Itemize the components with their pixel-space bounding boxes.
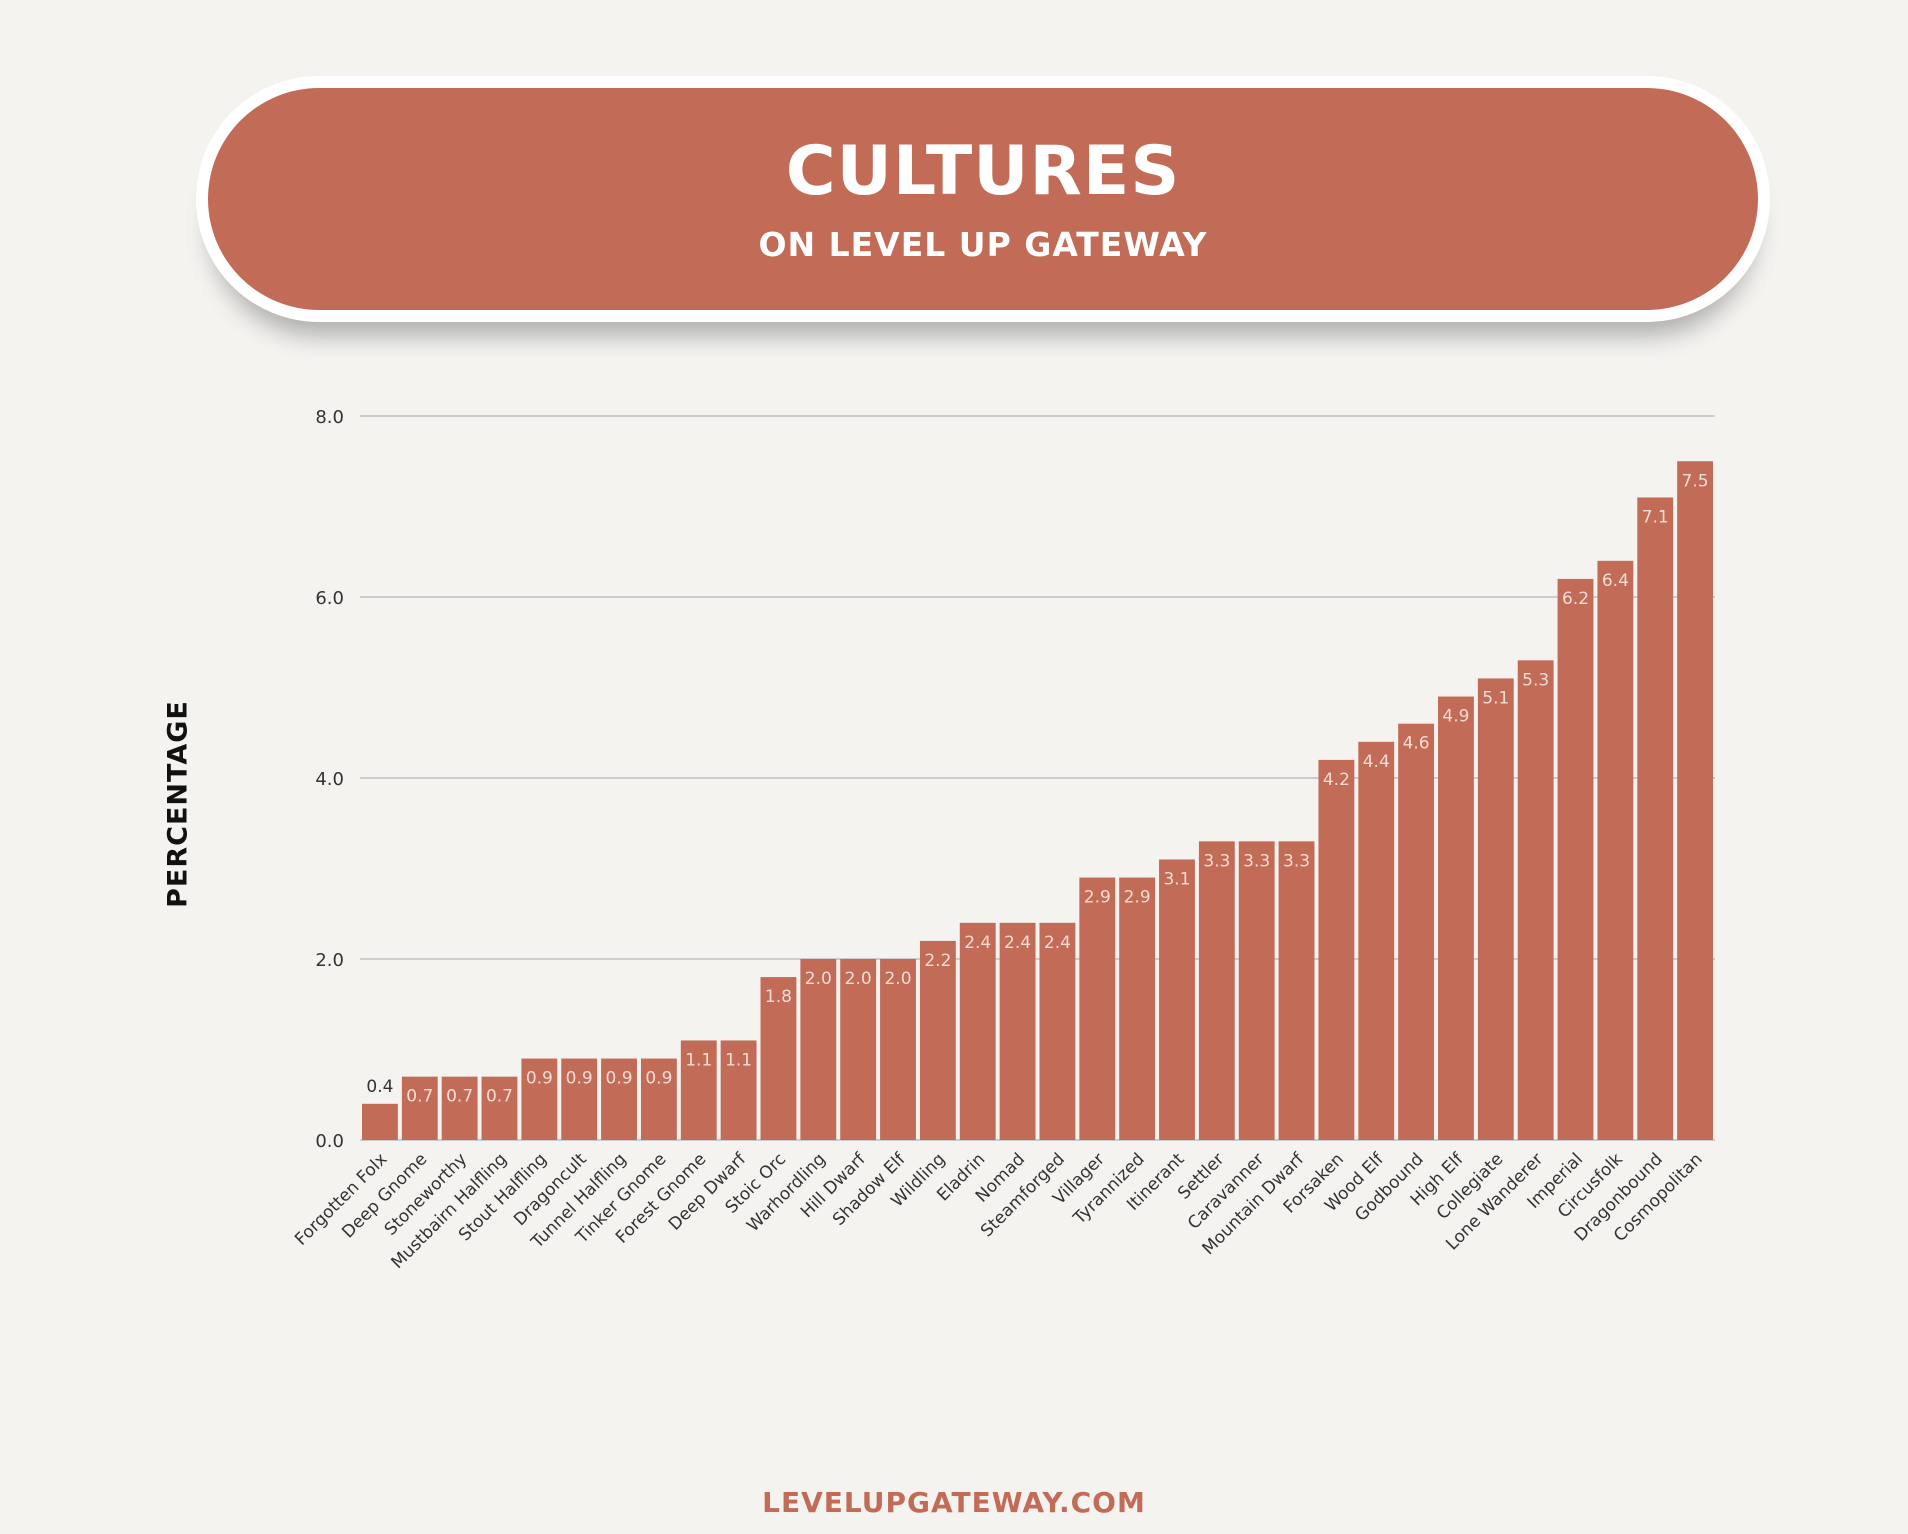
bar	[760, 977, 797, 1140]
bar	[1597, 560, 1634, 1140]
bar	[1278, 841, 1315, 1140]
title-banner: CULTURES ON LEVEL UP GATEWAY	[196, 76, 1770, 322]
data-label: 3.1	[1163, 869, 1190, 889]
data-label: 1.1	[725, 1050, 752, 1070]
bar	[959, 922, 996, 1140]
bar	[362, 1103, 398, 1140]
bar	[640, 1058, 677, 1140]
data-label: 0.9	[645, 1069, 672, 1089]
bar	[1159, 859, 1195, 1140]
bar	[800, 959, 837, 1140]
data-label: 4.4	[1363, 752, 1390, 772]
bar	[1198, 841, 1235, 1140]
data-label: 1.1	[685, 1050, 712, 1070]
data-label: 4.2	[1323, 770, 1350, 790]
bar	[521, 1058, 558, 1140]
y-tick-label: 0.0	[315, 1131, 344, 1152]
bar	[481, 1076, 518, 1140]
bar	[1677, 461, 1713, 1140]
bar	[401, 1076, 438, 1140]
footer-url: LEVELUPGATEWAY.COM	[762, 1486, 1146, 1519]
bar	[720, 1040, 757, 1140]
data-label: 0.9	[566, 1069, 593, 1089]
chart-subtitle: ON LEVEL UP GATEWAY	[758, 224, 1208, 264]
data-label: 0.7	[406, 1087, 433, 1107]
bar	[601, 1058, 637, 1140]
data-label: 4.6	[1403, 734, 1430, 754]
data-label: 2.0	[845, 969, 872, 989]
data-label: 2.4	[1044, 933, 1071, 953]
data-label: 0.7	[486, 1087, 513, 1107]
bar	[441, 1076, 478, 1140]
data-label: 3.3	[1243, 851, 1270, 871]
data-label: 6.2	[1562, 589, 1589, 609]
data-label: 6.4	[1602, 571, 1629, 591]
bar	[1238, 841, 1275, 1140]
chart-title: CULTURES	[785, 131, 1181, 211]
data-label: 0.9	[526, 1069, 553, 1089]
data-label: 2.4	[964, 933, 991, 953]
bar	[1318, 759, 1355, 1140]
bar	[1119, 877, 1156, 1140]
bar	[840, 959, 877, 1140]
bar	[680, 1040, 717, 1140]
data-label: 2.9	[1124, 888, 1151, 908]
data-label: 0.7	[446, 1087, 473, 1107]
y-tick-label: 2.0	[315, 950, 344, 971]
data-label: 1.8	[765, 987, 792, 1007]
bar	[1079, 877, 1116, 1140]
data-label: 2.9	[1084, 888, 1111, 908]
data-label: 5.3	[1522, 670, 1549, 690]
data-label: 0.4	[366, 1077, 393, 1097]
data-label: 5.1	[1482, 688, 1509, 708]
bar	[561, 1058, 598, 1140]
bar	[1477, 678, 1514, 1140]
data-label: 2.0	[805, 969, 832, 989]
bar	[1398, 723, 1435, 1140]
bar	[1039, 922, 1076, 1140]
y-tick-label: 4.0	[315, 769, 344, 790]
data-label: 3.3	[1283, 851, 1310, 871]
y-tick-label: 6.0	[315, 588, 344, 609]
data-label: 3.3	[1203, 851, 1230, 871]
data-label: 2.0	[884, 969, 911, 989]
title-banner-inner: CULTURES ON LEVEL UP GATEWAY	[208, 88, 1758, 310]
bar	[880, 959, 916, 1140]
bar	[919, 940, 956, 1140]
bar	[1557, 578, 1594, 1140]
bar	[1517, 660, 1554, 1140]
data-label: 7.5	[1682, 471, 1709, 491]
data-label: 4.9	[1442, 707, 1469, 727]
data-label: 2.4	[1004, 933, 1031, 953]
y-tick-label: 8.0	[315, 407, 344, 428]
data-label: 7.1	[1642, 507, 1669, 527]
data-label: 0.9	[606, 1069, 633, 1089]
bar	[999, 922, 1036, 1140]
bar	[1358, 741, 1395, 1140]
data-label: 2.2	[924, 951, 951, 971]
bar	[1438, 696, 1474, 1140]
bar	[1637, 497, 1674, 1140]
